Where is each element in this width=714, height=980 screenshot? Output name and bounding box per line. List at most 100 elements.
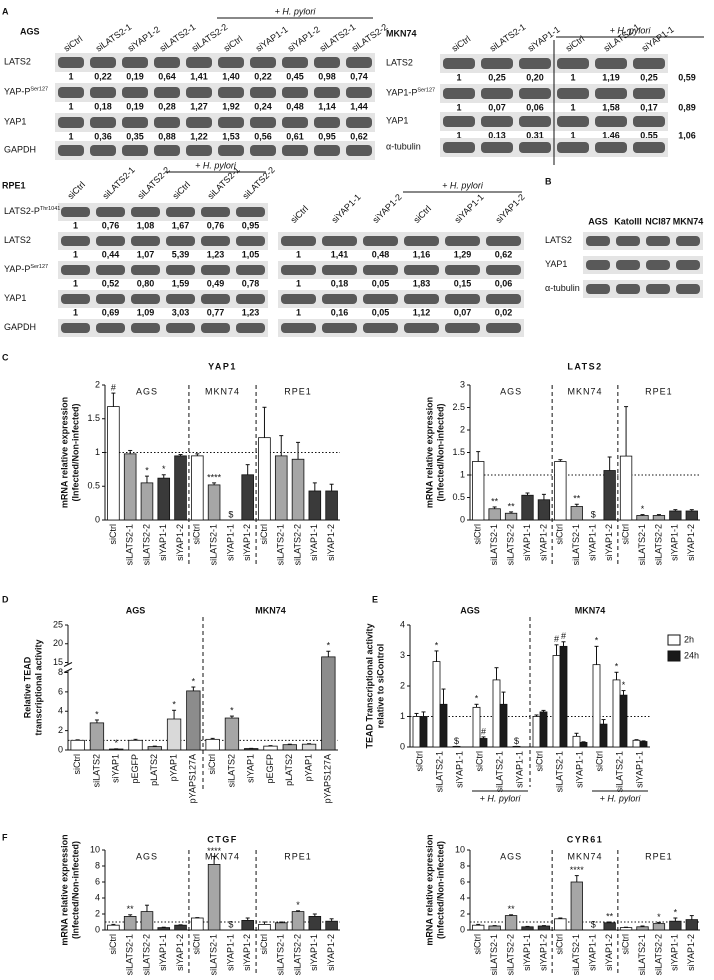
x-tick-label: siCtrl — [259, 934, 269, 955]
significance: * — [172, 700, 176, 710]
bar — [537, 499, 551, 521]
x-tick-label: siLATS2-1 — [276, 524, 286, 565]
band — [236, 294, 265, 304]
x-tick-label: siYAP1-1 — [514, 751, 524, 788]
band — [586, 284, 610, 294]
y-tick-label: 1 — [400, 711, 405, 721]
band — [281, 236, 316, 246]
x-tick-label: siYAP1-1 — [309, 524, 319, 561]
band — [154, 117, 180, 128]
quantification: 1,41 — [190, 71, 208, 81]
band — [616, 260, 640, 270]
row-label: YAP1 — [386, 116, 408, 126]
lane-label: siYAP1-1 — [254, 24, 290, 53]
row-label: YAP-PSer127 — [4, 87, 48, 97]
lane-label: siYAP1-2 — [494, 192, 527, 225]
bar — [492, 679, 501, 748]
group-label: RPE1 — [645, 851, 673, 861]
lane-label: siLATS2-1 — [101, 165, 137, 201]
bar — [636, 926, 649, 931]
band — [282, 57, 308, 68]
bar — [619, 694, 628, 748]
x-tick-label: pYAP1 — [303, 754, 313, 781]
band — [481, 142, 513, 153]
quantification: 1 — [73, 278, 78, 288]
band — [557, 116, 589, 127]
band — [186, 57, 212, 68]
band — [218, 57, 244, 68]
blot-strip — [583, 280, 703, 298]
panel-letter: E — [372, 594, 378, 604]
quantification: 0,80 — [137, 278, 155, 288]
bar — [191, 455, 204, 521]
y-tick-label: 8 — [58, 667, 63, 677]
quantification: 0,18 — [94, 101, 112, 111]
y-axis-label: mRNA relative expression — [424, 397, 434, 508]
x-tick-label: pEGFP — [265, 754, 275, 784]
y-axis-label: relative to siControl — [375, 644, 385, 729]
band — [586, 260, 610, 270]
x-tick-label: siYAP1-1 — [588, 524, 598, 561]
x-tick-label: siYAP1-2 — [326, 524, 336, 561]
x-tick-label: siLATS2 — [226, 754, 236, 787]
x-tick-label: siCtrl — [207, 754, 217, 775]
quantification: 0,05 — [372, 278, 390, 288]
band — [131, 323, 160, 333]
bar — [554, 918, 567, 931]
quantification: 1,14 — [318, 101, 336, 111]
significance: $ — [454, 736, 459, 746]
lane-label: siLATS2-1 — [488, 22, 528, 54]
band — [61, 236, 90, 246]
lane-label: siYAP1-2 — [286, 24, 322, 53]
group-label: MKN74 — [567, 386, 602, 396]
significance: * — [192, 676, 196, 686]
quantification: 0,89 — [678, 102, 696, 112]
bar — [321, 656, 336, 751]
x-tick-label: pYAPS127A — [188, 754, 198, 803]
bar — [282, 744, 297, 751]
x-tick-label: siYAP1-2 — [538, 524, 548, 561]
band — [363, 265, 398, 275]
quantification: 0,52 — [102, 278, 120, 288]
significance: * — [230, 705, 234, 715]
y-axis-label: mRNA relative expression — [424, 834, 434, 945]
y-axis-label: (Infected/Non-infected) — [70, 841, 80, 939]
group-label: MKN74 — [567, 851, 602, 861]
y-tick-label: 8 — [95, 860, 100, 870]
quantification: 0,25 — [640, 72, 658, 82]
quantification: 1 — [68, 101, 73, 111]
band — [154, 87, 180, 98]
x-tick-label: siYAP1-2 — [686, 524, 696, 561]
x-tick-label: pLATS2 — [284, 754, 294, 786]
y-tick-label: 0.5 — [452, 492, 465, 502]
band — [322, 294, 357, 304]
band — [58, 117, 84, 128]
x-tick-label: siYAP1-2 — [538, 934, 548, 971]
bar — [128, 739, 143, 751]
band — [443, 58, 475, 69]
bar — [241, 474, 254, 521]
row-label-text: YAP1-P — [386, 88, 417, 98]
row-label: YAP1 — [4, 293, 26, 303]
quantification: 0,18 — [331, 278, 349, 288]
y-tick-label: 10 — [90, 844, 100, 854]
bar — [191, 917, 204, 931]
note-label: + H. pylori — [600, 793, 642, 803]
quantification: 0,77 — [207, 307, 225, 317]
y-tick-label: 4 — [95, 892, 100, 902]
x-tick-label: siLATS2-1 — [434, 751, 444, 792]
condition-label: + H. pylori — [610, 25, 652, 35]
band — [281, 294, 316, 304]
quantification: 1,27 — [190, 101, 208, 111]
quantification: 0,19 — [126, 101, 144, 111]
x-tick-label: siCtrl — [534, 751, 544, 772]
quantification: 1,22 — [190, 131, 208, 141]
y-tick-label: 3 — [400, 650, 405, 660]
band — [122, 117, 148, 128]
band — [122, 57, 148, 68]
row-label-text: LATS2 — [4, 235, 31, 245]
quantification: 1,46 — [602, 130, 620, 140]
lane-label: siLATS2-2 — [241, 165, 277, 201]
x-tick-label: pYAP1 — [168, 754, 178, 781]
legend-label: 2h — [684, 634, 694, 644]
